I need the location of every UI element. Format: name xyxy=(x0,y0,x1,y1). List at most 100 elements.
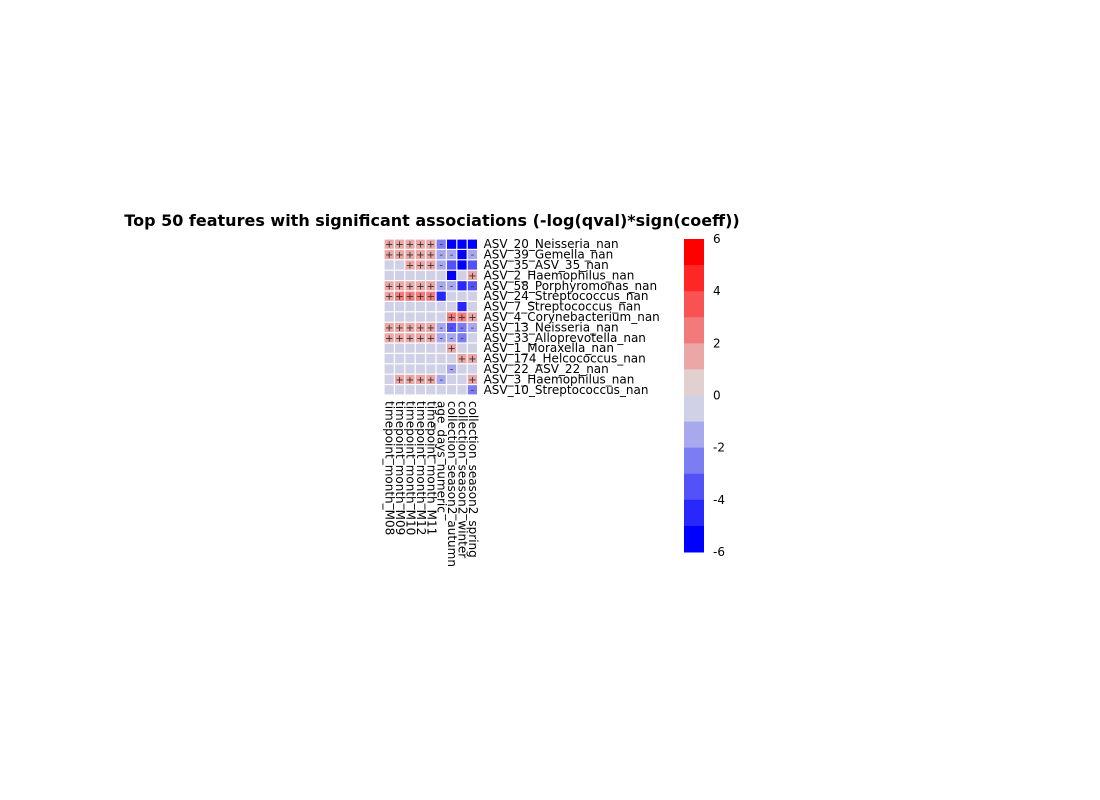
heatmap-cell xyxy=(447,333,457,343)
heatmap-cell xyxy=(426,291,436,301)
heatmap-cell xyxy=(395,239,405,249)
heatmap-cell xyxy=(395,333,405,343)
significance-mark: + xyxy=(416,261,424,272)
heatmap-cell xyxy=(457,322,467,332)
column-label: age_days_numeric xyxy=(435,401,449,513)
colorbar-tick-label: 4 xyxy=(713,284,721,298)
heatmap-cell xyxy=(467,364,477,374)
significance-mark: - xyxy=(450,250,454,261)
heatmap-cell xyxy=(436,354,446,364)
significance-mark: + xyxy=(395,240,403,251)
heatmap-cell xyxy=(426,374,436,384)
significance-mark: + xyxy=(406,323,414,334)
colorbar-segment xyxy=(684,499,704,527)
heatmap-cell xyxy=(436,312,446,322)
heatmap-cell xyxy=(436,291,446,301)
heatmap-cell xyxy=(447,302,457,312)
heatmap-cell xyxy=(405,354,415,364)
row-label: ASV_58_Porphyromonas_nan xyxy=(484,279,658,293)
heatmap-cell xyxy=(405,270,415,280)
significance-mark: + xyxy=(427,375,435,386)
colorbar-segment xyxy=(684,395,704,423)
heatmap-cell xyxy=(457,364,467,374)
heatmap-cell xyxy=(467,239,477,249)
column-label: timepoint_month_M12 xyxy=(414,401,428,535)
significance-mark: + xyxy=(427,292,435,303)
significance-mark: + xyxy=(427,281,435,292)
significance-mark: + xyxy=(406,375,414,386)
significance-mark: + xyxy=(427,261,435,272)
heatmap-cell xyxy=(426,354,436,364)
heatmap-cell xyxy=(415,239,425,249)
significance-mark: + xyxy=(458,354,466,365)
significance-mark: + xyxy=(395,281,403,292)
significance-mark: + xyxy=(416,292,424,303)
heatmap-cell xyxy=(436,322,446,332)
colorbar-tick-label: -4 xyxy=(713,493,725,507)
heatmap-cell xyxy=(405,302,415,312)
significance-mark: + xyxy=(385,281,393,292)
heatmap-cell xyxy=(384,312,394,322)
heatmap-cell xyxy=(395,281,405,291)
heatmap-cell xyxy=(447,239,457,249)
heatmap-grid: + + + + + -+ + + + + - - -+ + + -++ + + + + - - -+ + + + ++ + ++ + + + +… xyxy=(384,239,477,396)
column-label: collection_season2_winter xyxy=(456,401,470,558)
significance-mark: + xyxy=(395,375,403,386)
heatmap-cell xyxy=(415,281,425,291)
heatmap-cell xyxy=(405,312,415,322)
significance-mark: + xyxy=(468,375,476,386)
heatmap-cell xyxy=(467,260,477,270)
heatmap-cell xyxy=(395,270,405,280)
row-label: ASV_10_Streptococcus_nan xyxy=(484,383,649,397)
heatmap-cell xyxy=(436,333,446,343)
heatmap-cell xyxy=(384,333,394,343)
significance-mark: + xyxy=(395,292,403,303)
heatmap-cell xyxy=(436,385,446,395)
heatmap-cell xyxy=(447,343,457,353)
heatmap-cell xyxy=(467,333,477,343)
heatmap-cell xyxy=(415,270,425,280)
heatmap-cell xyxy=(415,333,425,343)
heatmap-cell xyxy=(447,281,457,291)
heatmap-cell xyxy=(415,354,425,364)
column-label: collection_season2_spring xyxy=(466,401,480,558)
heatmap-cell xyxy=(447,374,457,384)
significance-mark: + xyxy=(416,250,424,261)
colorbar-tick-label: -2 xyxy=(713,441,725,455)
heatmap-cell xyxy=(395,291,405,301)
significance-mark: + xyxy=(406,281,414,292)
significance-mark: - xyxy=(460,323,464,334)
significance-mark: + xyxy=(427,250,435,261)
column-label: timepoint_month_M09 xyxy=(393,401,407,535)
significance-mark: + xyxy=(447,344,455,355)
heatmap-cell xyxy=(426,312,436,322)
colorbar-segment xyxy=(684,447,704,475)
heatmap-cell xyxy=(384,291,394,301)
heatmap-cell xyxy=(426,302,436,312)
row-label: ASV_4_Corynebacterium_nan xyxy=(484,310,660,324)
heatmap-cell xyxy=(384,281,394,291)
colorbar-segment xyxy=(684,343,704,370)
significance-mark: - xyxy=(439,261,443,272)
significance-mark: + xyxy=(458,313,466,324)
heatmap-cell xyxy=(467,281,477,291)
heatmap-cell xyxy=(426,343,436,353)
row-label: ASV_2_Haemophilus_nan xyxy=(484,268,635,282)
heatmap-cell xyxy=(467,291,477,301)
colorbar-segment xyxy=(684,421,704,449)
heatmap-cell xyxy=(457,250,467,260)
significance-mark: - xyxy=(450,333,454,344)
heatmap-cell xyxy=(436,270,446,280)
heatmap-cell xyxy=(457,343,467,353)
heatmap-cell xyxy=(467,374,477,384)
heatmap-cell xyxy=(436,343,446,353)
colorbar-segment xyxy=(684,473,704,501)
heatmap-cell xyxy=(405,281,415,291)
heatmap-cell xyxy=(384,260,394,270)
heatmap-cell xyxy=(415,322,425,332)
row-label: ASV_7_Streptococcus_nan xyxy=(484,300,641,314)
column-label: timepoint_month_M11 xyxy=(424,401,438,535)
significance-mark: - xyxy=(450,323,454,334)
significance-mark: + xyxy=(385,292,393,303)
